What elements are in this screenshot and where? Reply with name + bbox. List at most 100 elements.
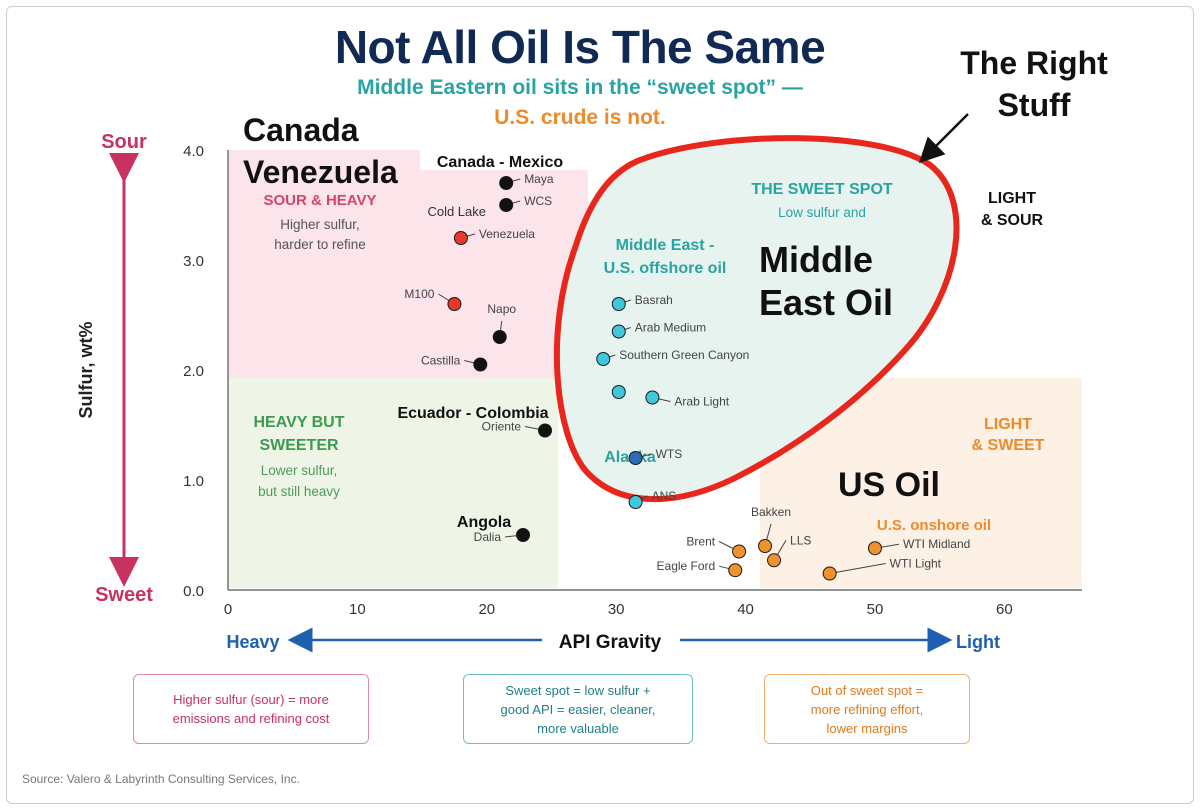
data-point [473,357,488,372]
x-tick-label: 10 [349,601,366,618]
point-label: WTI Midland [903,537,970,551]
x-axis-ticks: 0 10 20 30 40 50 60 [224,601,1013,618]
footer-box-out-of-spot-line2: more refining effort, [810,701,924,717]
point-label: Southern Green Canyon [619,348,749,362]
point-label: WTI Light [890,557,942,571]
y-tick-label: 1.0 [183,473,204,490]
x-axis-end-heavy: Heavy [226,632,279,652]
chart-subtitle-line1: Middle Eastern oil sits in the “sweet sp… [357,76,803,99]
sweet-spot-highlight-ring [553,135,960,503]
chart-title: Not All Oil Is The Same [334,21,826,73]
group-label-canada-mexico: Canada - Mexico [437,154,563,171]
data-point [728,563,743,578]
region-light-sour-title-line2: & SOUR [981,212,1044,229]
footer-box-sweet-spot: Sweet spot = low sulfur + good API = eas… [463,674,693,744]
y-axis-ticks: 0.0 1.0 2.0 3.0 4.0 [183,143,204,600]
x-axis-label: API Gravity [559,632,662,653]
data-point [757,539,772,553]
data-point [822,566,837,581]
data-point [499,198,514,212]
point-label: M100 [404,287,434,301]
data-point [628,495,643,509]
annotation-middle-east-line1: Middle [759,239,873,280]
y-axis-end-sweet: Sweet [95,584,153,606]
annotation-right-stuff-line2: Stuff [998,87,1071,123]
group-label-middle-east-line2: U.S. offshore oil [604,260,727,277]
region-sour-heavy-bg [228,150,588,378]
y-tick-label: 0.0 [183,583,204,600]
footer-box-sweet-spot-line1: Sweet spot = low sulfur + [505,682,651,698]
y-axis-end-sour: Sour [101,131,147,153]
annotation-canada: Canada [243,112,359,148]
region-heavy-sweeter-title-line1: HEAVY BUT [254,414,345,431]
footer-box-sweet-spot-line3: more valuable [537,720,619,736]
point-label: Castilla [421,354,461,368]
data-point [611,297,626,311]
region-light-sour-title-line1: LIGHT [988,190,1036,207]
region-sweet-spot-title: THE SWEET SPOT [751,181,893,198]
data-point [645,390,660,405]
x-tick-label: 20 [478,601,495,618]
data-point [499,176,514,190]
point-label: Dalia [474,530,502,544]
data-point [767,553,782,568]
x-tick-label: 60 [996,601,1013,618]
group-label-ecuador-colombia: Ecuador - Colombia [397,405,548,422]
point-leader-line [829,563,886,574]
data-point [611,385,626,399]
region-heavy-sweeter-bg [228,378,558,588]
region-light-sweet-title-line1: LIGHT [984,416,1032,433]
region-heavy-sweeter-note-line2: but still heavy [258,484,340,499]
point-label: WCS [524,194,552,208]
group-label-us-onshore: U.S. onshore oil [877,517,991,534]
x-tick-label: 40 [737,601,754,618]
data-point [538,423,553,438]
point-label: Oriente [482,420,522,434]
x-tick-label: 30 [608,601,625,618]
data-point [516,528,531,542]
point-label: Basrah [635,293,673,307]
canada-mexico-label-bg [420,150,600,170]
data-point [492,330,507,344]
y-tick-label: 2.0 [183,363,204,380]
annotation-right-stuff-line1: The Right [960,45,1108,81]
annotation-us-oil: US Oil [838,466,940,504]
data-point [867,541,882,556]
point-label: Napo [487,302,516,316]
data-point [732,544,747,559]
point-label: WTS [656,447,683,461]
region-sour-heavy-title: SOUR & HEAVY [263,192,376,209]
region-heavy-sweeter-title-line2: SWEETER [259,437,339,454]
group-label-angola: Angola [457,514,511,531]
footer-box-sour: Higher sulfur (sour) = more emissions an… [133,674,369,744]
x-tick-label: 50 [867,601,884,618]
point-label: Bakken [751,505,791,519]
region-sour-heavy-note-line2: harder to refine [274,237,366,252]
group-label-middle-east-line1: Middle East - [616,237,715,254]
footer-box-sour-line2: emissions and refining cost [172,711,330,726]
footer-box-out-of-spot: Out of sweet spot = more refining effort… [764,674,970,744]
source-note: Source: Valero & Labyrinth Consulting Se… [22,772,300,786]
annotation-venezuela: Venezuela [243,154,398,190]
data-point [596,352,611,366]
chart-subtitle-line2: U.S. crude is not. [494,106,666,129]
footer-box-out-of-spot-line3: lower margins [826,720,908,736]
point-label: Brent [686,535,715,549]
data-point [611,324,626,339]
region-light-sweet-title-line2: & SWEET [972,437,1045,454]
footer-box-sour-line1: Higher sulfur (sour) = more [173,692,329,707]
point-label: Arab Light [674,395,729,409]
data-point [453,231,468,245]
annotation-middle-east-line2: East Oil [759,282,893,323]
y-tick-label: 3.0 [183,253,204,270]
x-tick-label: 0 [224,601,232,618]
point-label: ANS [652,489,677,503]
region-sweet-spot-note: Low sulfur and [778,205,866,220]
data-point [447,297,462,311]
y-tick-label: 4.0 [183,143,204,160]
point-label: Eagle Ford [657,559,716,573]
right-stuff-arrow [918,113,969,164]
data-points-layer: Maya WCS Venezuela M100 Napo Castilla Oriente D… [404,172,970,581]
data-point [628,451,643,465]
